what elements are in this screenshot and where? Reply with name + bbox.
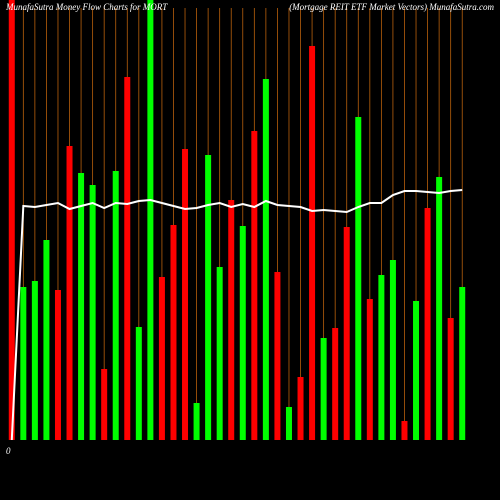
bar (447, 318, 454, 440)
bar (8, 0, 15, 440)
bar (135, 327, 142, 440)
bar (20, 287, 27, 440)
bar (274, 272, 281, 440)
bar (216, 267, 223, 440)
bar (89, 185, 96, 440)
bar (54, 290, 61, 440)
bar (31, 281, 38, 440)
bar (182, 149, 189, 440)
y-tick-label: 0 (6, 446, 11, 456)
bar (285, 407, 292, 440)
bar (366, 299, 373, 440)
bar (401, 421, 408, 440)
bar (389, 260, 396, 440)
bar (436, 177, 443, 440)
chart-subtitle: (Mortgage REIT ETF Market Vectors) Munaf… (289, 2, 494, 12)
bar (251, 131, 258, 440)
bar (205, 155, 212, 440)
bar (343, 227, 350, 440)
bar (355, 117, 362, 440)
bar (78, 173, 85, 440)
bar (297, 377, 304, 440)
bar (413, 301, 420, 440)
bar (170, 225, 177, 440)
bar (309, 46, 316, 440)
bar (158, 277, 165, 440)
flow-line (10, 189, 463, 441)
bar (262, 79, 269, 440)
bar (193, 403, 200, 440)
bar (101, 369, 108, 440)
bar (66, 146, 73, 440)
bar (424, 208, 431, 440)
bar (147, 0, 154, 440)
bar (320, 338, 327, 440)
bar (459, 287, 466, 440)
bar (228, 200, 235, 440)
chart-title: MunafaSutra Money Flow Charts for MORT (5, 2, 168, 12)
bar (112, 171, 119, 440)
bar (124, 77, 131, 440)
bar (43, 240, 50, 440)
bar (378, 275, 385, 440)
bar (332, 328, 339, 440)
bar (239, 226, 246, 440)
